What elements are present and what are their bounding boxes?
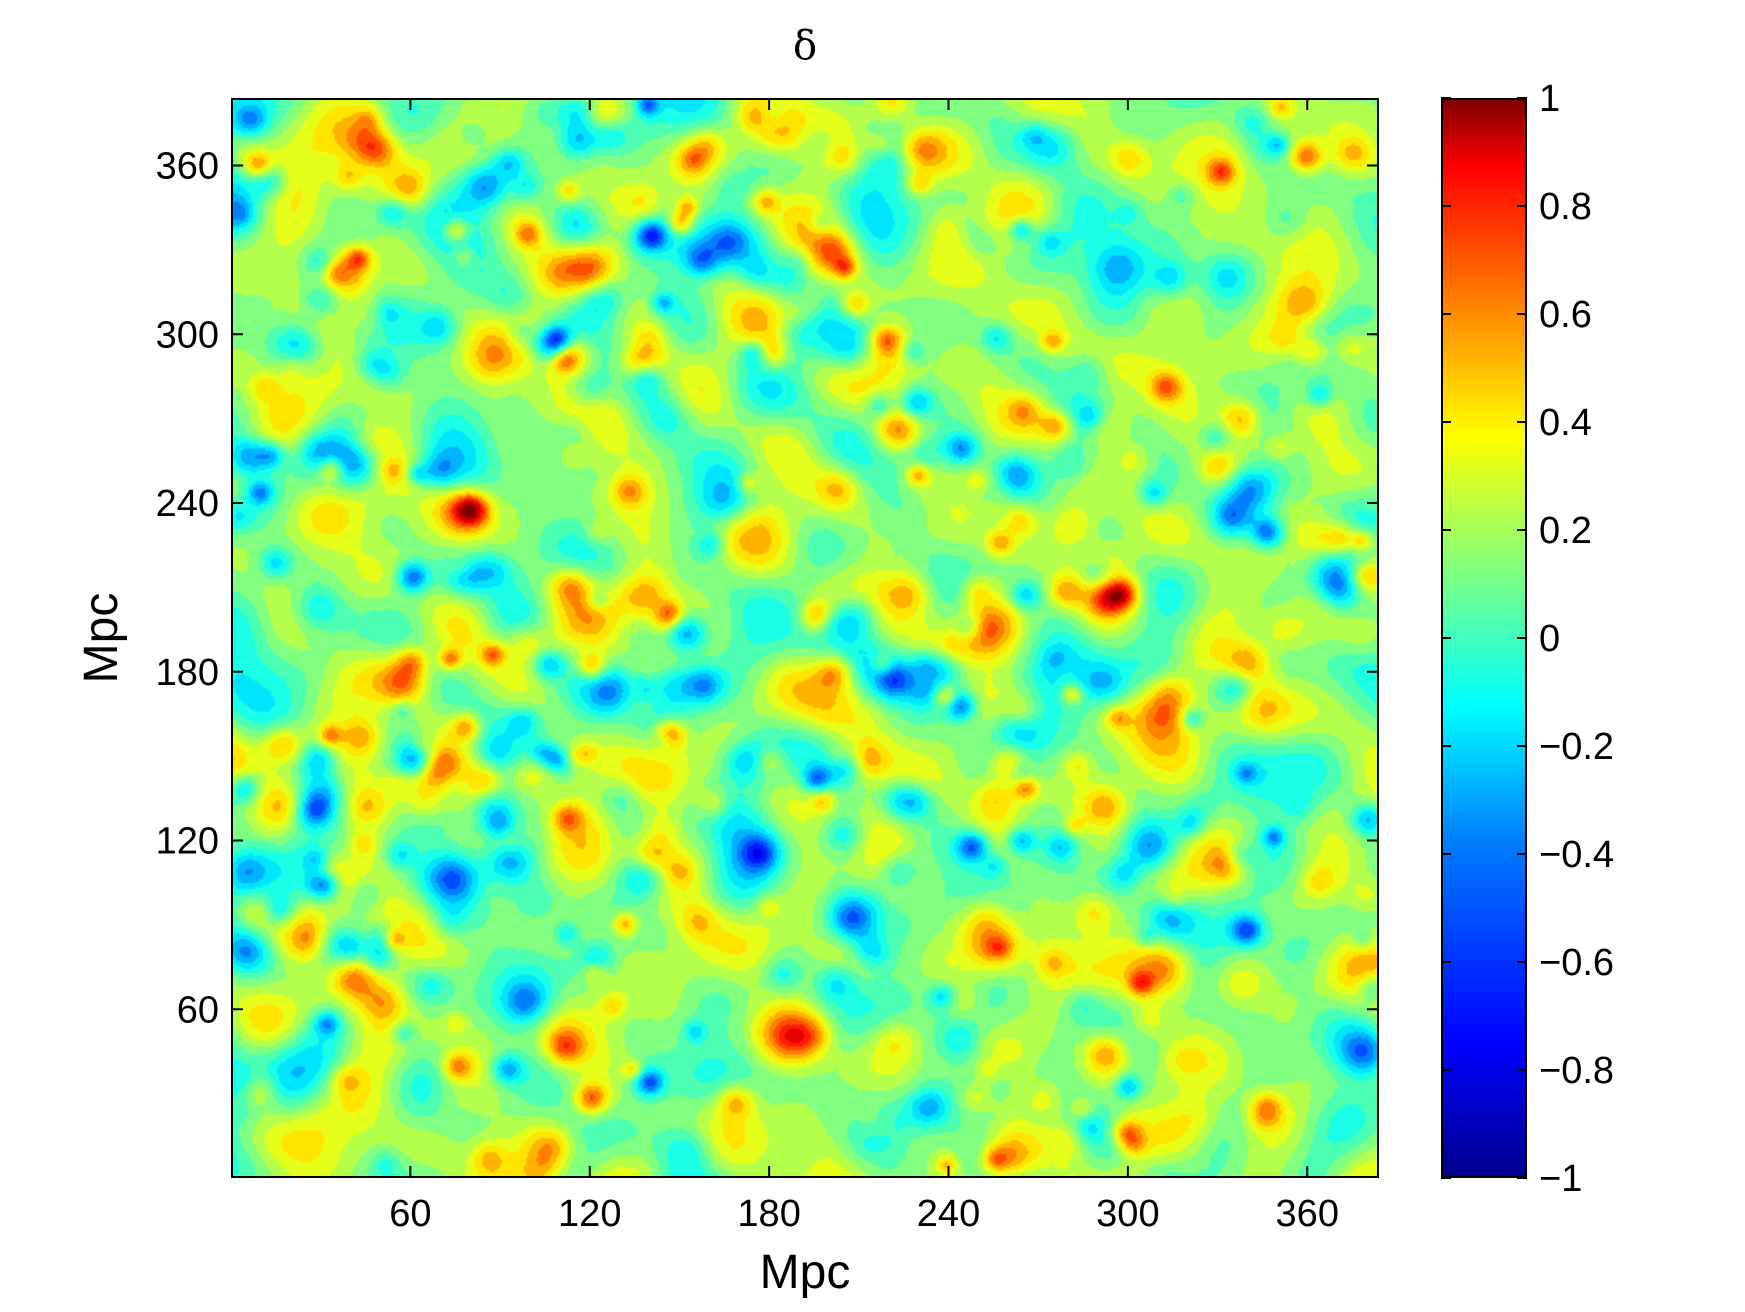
- colorbar-tick-label: 0.4: [1539, 402, 1592, 444]
- colorbar-tick-label: 0.6: [1539, 294, 1592, 336]
- colorbar-tick-label: 1: [1539, 78, 1560, 120]
- y-tick-label: 120: [156, 821, 219, 863]
- colorbar-tick-label: −0.4: [1539, 834, 1614, 876]
- y-tick-label: 60: [177, 989, 219, 1031]
- colorbar-tick-label: −0.8: [1539, 1050, 1614, 1092]
- heatmap-plot-area: [231, 98, 1379, 1178]
- colorbar-tick-label: 0: [1539, 618, 1560, 660]
- y-tick-label: 360: [156, 146, 219, 188]
- density-heatmap: [233, 100, 1377, 1176]
- x-tick-label: 300: [1096, 1193, 1159, 1235]
- colorbar: [1441, 98, 1527, 1178]
- x-tick-label: 360: [1276, 1193, 1339, 1235]
- chart-title: δ: [793, 23, 817, 69]
- x-tick-label: 240: [917, 1193, 980, 1235]
- x-tick-label: 60: [389, 1193, 431, 1235]
- colorbar-tick-label: −1: [1539, 1158, 1582, 1200]
- x-tick-label: 180: [737, 1193, 800, 1235]
- colorbar-tick-label: −0.2: [1539, 726, 1614, 768]
- y-tick-label: 240: [156, 483, 219, 525]
- colorbar-tick-label: 0.2: [1539, 510, 1592, 552]
- x-axis-label: Mpc: [760, 1246, 851, 1299]
- y-tick-label: 180: [156, 652, 219, 694]
- colorbar-tick-label: 0.8: [1539, 186, 1592, 228]
- colorbar-tick-label: −0.6: [1539, 942, 1614, 984]
- y-axis-label: Mpc: [75, 593, 128, 684]
- y-tick-label: 300: [156, 314, 219, 356]
- x-tick-label: 120: [558, 1193, 621, 1235]
